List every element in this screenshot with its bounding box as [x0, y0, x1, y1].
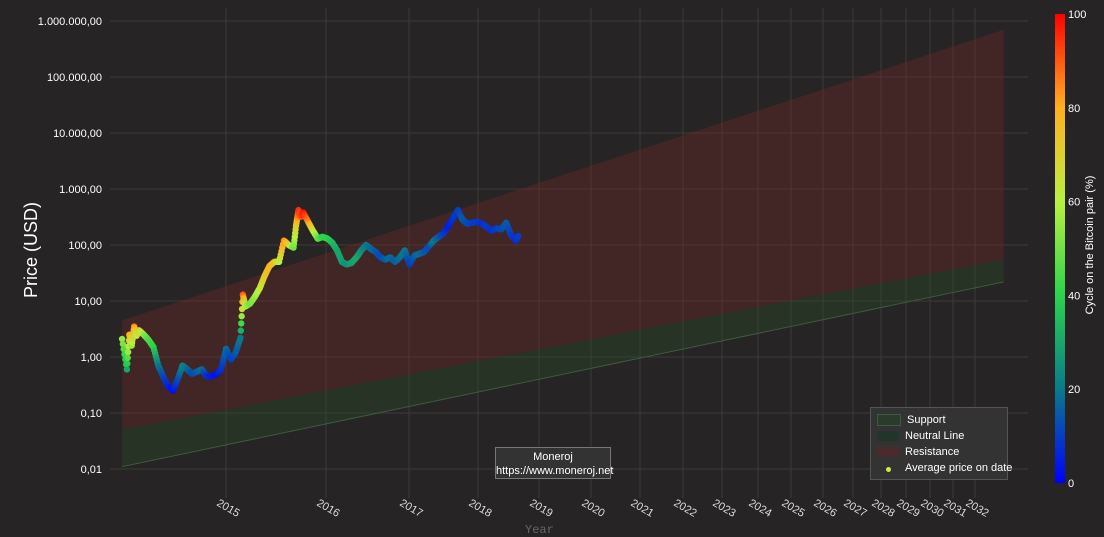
credit-annotation: Moneroj https://www.moneroj.net — [495, 447, 614, 479]
x-ticks: 2015 2016 2017 2018 2019 2020 2021 2022 2023 2024… — [215, 497, 991, 520]
colorbar-ticks: 0 20 40 60 80 100 — [1068, 9, 1086, 490]
x-axis-title: Year — [525, 523, 554, 537]
legend-label-average-price: Average price on date — [905, 462, 1013, 475]
x-tick-label: 2026 — [812, 497, 839, 520]
price-point — [237, 334, 244, 342]
legend-swatch-support — [877, 414, 901, 427]
x-tick-label: 2027 — [842, 497, 869, 520]
x-tick-label: 2022 — [672, 497, 699, 520]
colorbar — [1055, 14, 1065, 483]
legend-item-neutral-line[interactable]: Neutral Line — [877, 430, 964, 444]
x-tick-label: 2030 — [919, 497, 946, 520]
y-tick-label: 10,00 — [74, 296, 102, 308]
x-tick-label: 2031 — [942, 497, 969, 520]
price-point — [124, 354, 131, 362]
legend-item-average-price[interactable]: Average price on date — [877, 462, 1012, 476]
legend-label-resistance: Resistance — [905, 446, 960, 459]
y-tick-label: 100.000,00 — [47, 72, 102, 84]
x-tick-label: 2028 — [870, 497, 897, 520]
price-point — [124, 348, 132, 356]
legend-label-neutral: Neutral Line — [905, 430, 965, 443]
support-band — [122, 259, 1004, 467]
x-tick-label: 2021 — [629, 497, 656, 520]
price-points — [118, 206, 522, 394]
x-tick-label: 2032 — [964, 497, 991, 520]
legend-swatch-average-price — [877, 463, 899, 473]
y-tick-label: 0,10 — [81, 408, 102, 420]
price-point — [118, 335, 126, 343]
legend-item-resistance[interactable]: Resistance — [877, 446, 959, 460]
y-tick-label: 1.000,00 — [59, 184, 102, 196]
x-tick-label: 2015 — [215, 497, 242, 520]
colorbar-tick-label: 40 — [1068, 290, 1080, 302]
y-tick-label: 1,00 — [81, 352, 102, 364]
price-bands — [121, 29, 1004, 468]
legend-label-support: Support — [907, 414, 946, 427]
credit-url: https://www.moneroj.net — [496, 465, 614, 477]
x-tick-label: 2025 — [780, 497, 807, 520]
resistance-band — [122, 29, 1004, 430]
y-tick-label: 1.000.000,00 — [38, 16, 102, 28]
credit-name: Moneroj — [533, 451, 573, 463]
legend-swatch-neutral — [877, 431, 899, 442]
price-point — [124, 360, 131, 367]
price-point — [515, 232, 522, 240]
y-ticks: 0,01 0,10 1,00 10,00 100,00 1.000,00 10.000,00… — [38, 16, 102, 476]
legend-swatch-resistance — [877, 447, 899, 458]
colorbar-tick-label: 60 — [1068, 197, 1080, 209]
legend-item-support[interactable]: Support — [877, 414, 946, 428]
x-tick-label: 2029 — [895, 497, 922, 520]
support-line — [121, 281, 1004, 468]
x-tick-label: 2020 — [580, 497, 607, 520]
price-point — [238, 320, 245, 327]
x-tick-label: 2016 — [315, 497, 342, 520]
colorbar-tick-label: 20 — [1068, 384, 1080, 396]
legend: Support Neutral Line Resistance Average … — [870, 407, 1012, 480]
price-point — [123, 366, 131, 373]
price-point — [119, 340, 127, 348]
y-tick-label: 10.000,00 — [53, 128, 102, 140]
y-axis-title: Price (USD) — [21, 202, 41, 298]
colorbar-title: Cycle on the Bitcoin pair (%) — [1084, 176, 1096, 315]
y-tick-label: 0,01 — [81, 464, 102, 476]
x-tick-label: 2024 — [747, 497, 774, 520]
price-point — [238, 313, 245, 320]
colorbar-tick-label: 0 — [1068, 478, 1074, 490]
x-tick-label: 2023 — [711, 497, 738, 520]
y-tick-label: 100,00 — [68, 240, 102, 252]
colorbar-tick-label: 80 — [1068, 103, 1080, 115]
x-tick-label: 2019 — [528, 497, 555, 520]
x-tick-label: 2018 — [467, 497, 494, 520]
colorbar-tick-label: 100 — [1068, 9, 1086, 21]
price-point — [237, 327, 245, 334]
x-tick-label: 2017 — [398, 497, 425, 520]
